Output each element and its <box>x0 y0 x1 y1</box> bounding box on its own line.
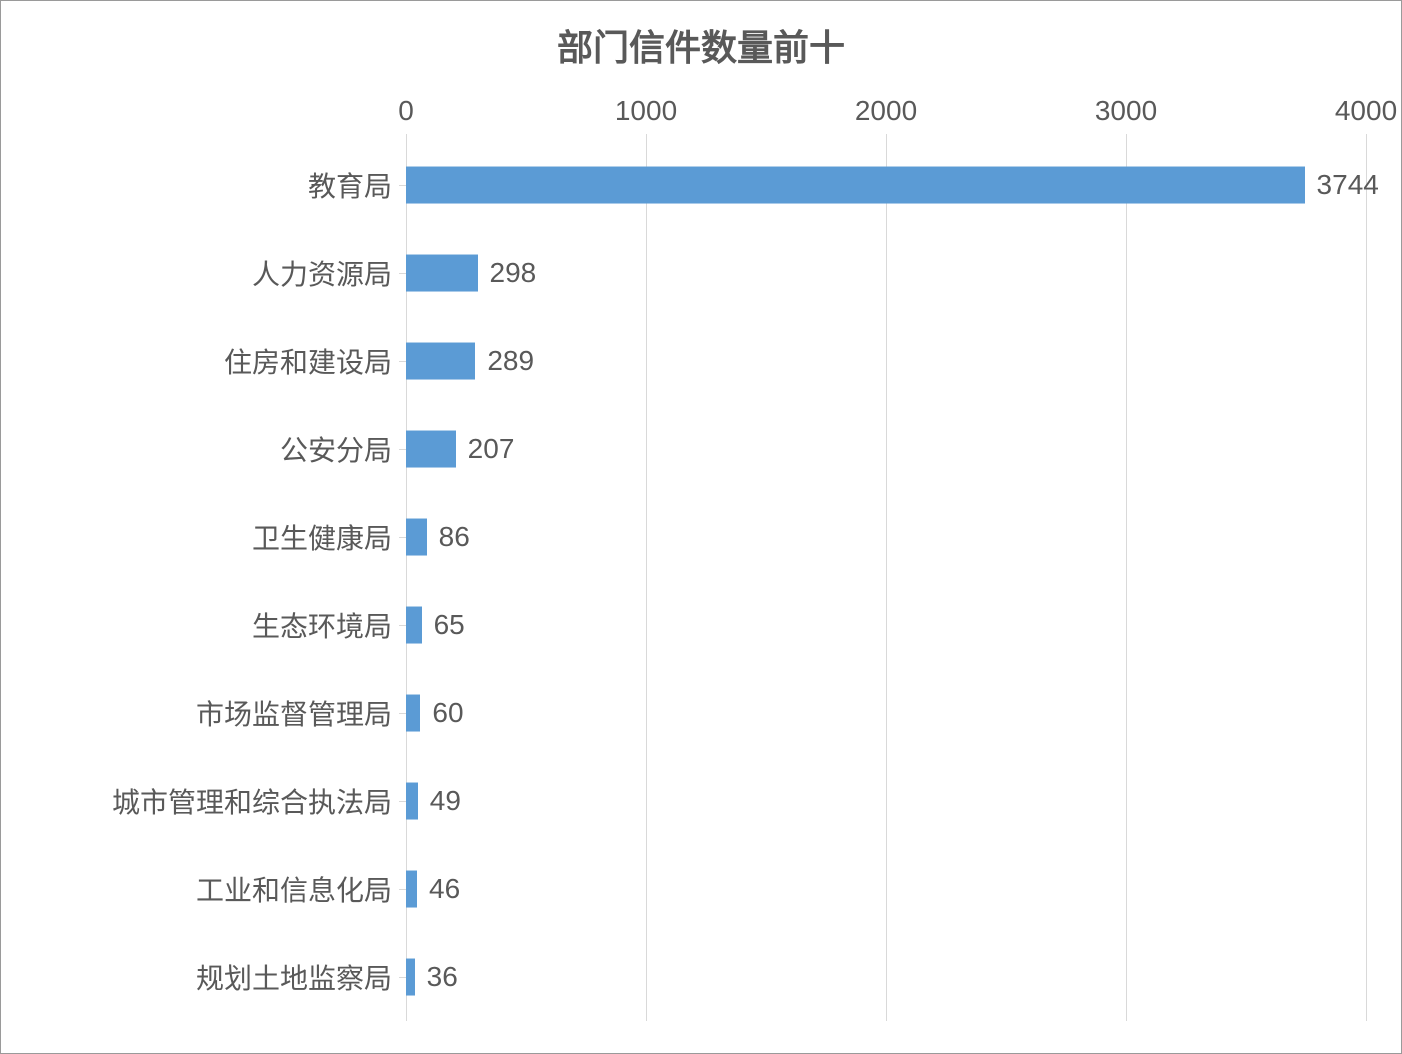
plot-area: 01000200030004000教育局3744人力资源局298住房和建设局28… <box>406 141 1366 1021</box>
data-label: 36 <box>427 961 458 993</box>
x-tick-label: 1000 <box>615 95 677 127</box>
gridline <box>886 141 887 1021</box>
data-label: 86 <box>439 521 470 553</box>
x-tick-label: 2000 <box>855 95 917 127</box>
y-tick-label: 生态环境局 <box>252 605 392 645</box>
data-label: 298 <box>490 257 537 289</box>
x-tick-mark <box>646 134 647 141</box>
bar <box>406 343 475 380</box>
x-tick-mark <box>886 134 887 141</box>
data-label: 207 <box>468 433 515 465</box>
gridline <box>1366 141 1367 1021</box>
y-tick-label: 城市管理和综合执法局 <box>112 781 392 821</box>
gridline <box>1126 141 1127 1021</box>
bar <box>406 871 417 908</box>
y-tick-label: 工业和信息化局 <box>196 869 392 909</box>
y-tick-mark <box>399 361 406 362</box>
y-tick-mark <box>399 713 406 714</box>
bar <box>406 695 420 732</box>
bar <box>406 167 1305 204</box>
data-label: 49 <box>430 785 461 817</box>
y-tick-label: 教育局 <box>308 165 392 205</box>
y-tick-label: 人力资源局 <box>252 253 392 293</box>
y-tick-mark <box>399 889 406 890</box>
y-tick-mark <box>399 185 406 186</box>
x-tick-label: 0 <box>398 95 414 127</box>
data-label: 289 <box>487 345 534 377</box>
x-tick-label: 4000 <box>1335 95 1397 127</box>
y-tick-label: 规划土地监察局 <box>196 957 392 997</box>
chart-title: 部门信件数量前十 <box>1 19 1401 71</box>
y-tick-label: 公安分局 <box>280 429 392 469</box>
data-label: 60 <box>432 697 463 729</box>
y-tick-mark <box>399 625 406 626</box>
bar <box>406 783 418 820</box>
gridline <box>646 141 647 1021</box>
y-tick-mark <box>399 977 406 978</box>
bar <box>406 431 456 468</box>
y-tick-label: 市场监督管理局 <box>196 693 392 733</box>
y-tick-mark <box>399 273 406 274</box>
bar <box>406 519 427 556</box>
chart-container: 部门信件数量前十 01000200030004000教育局3744人力资源局29… <box>0 0 1402 1054</box>
bar <box>406 607 422 644</box>
x-tick-mark <box>406 134 407 141</box>
x-tick-mark <box>1126 134 1127 141</box>
data-label: 46 <box>429 873 460 905</box>
y-tick-label: 卫生健康局 <box>252 517 392 557</box>
x-tick-label: 3000 <box>1095 95 1157 127</box>
y-tick-label: 住房和建设局 <box>224 341 392 381</box>
y-tick-mark <box>399 801 406 802</box>
bar <box>406 959 415 996</box>
x-tick-mark <box>1366 134 1367 141</box>
data-label: 3744 <box>1317 169 1379 201</box>
y-tick-mark <box>399 537 406 538</box>
y-tick-mark <box>399 449 406 450</box>
data-label: 65 <box>434 609 465 641</box>
bar <box>406 255 478 292</box>
